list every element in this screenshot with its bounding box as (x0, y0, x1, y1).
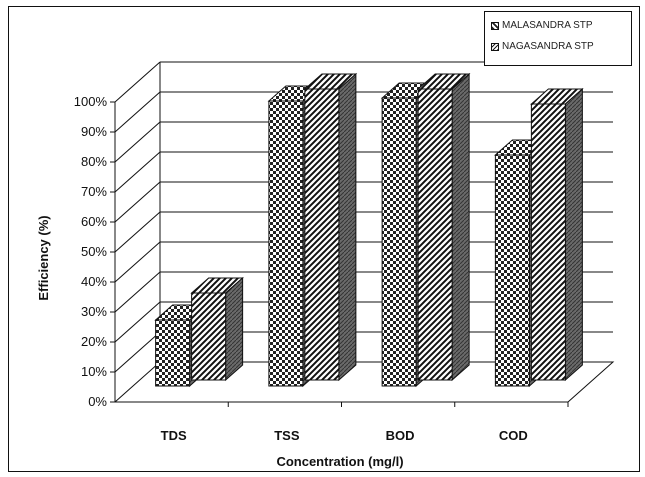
side-gridline (114, 151, 161, 193)
legend-label: MALASANDRA STP (502, 20, 593, 31)
y-tick-label: 80% (81, 154, 107, 169)
category-label: TSS (274, 428, 300, 443)
bar-front (155, 319, 191, 387)
legend-swatch-diagonal (491, 42, 499, 51)
y-tick-label: 10% (81, 364, 107, 379)
side-gridline (114, 301, 161, 343)
side-gridline (114, 331, 161, 373)
side-gridline (114, 241, 161, 283)
y-tick-label: 30% (81, 304, 107, 319)
side-gridline (114, 181, 161, 223)
bar-front (268, 100, 304, 387)
bar (303, 72, 358, 382)
side-gridline (114, 61, 161, 103)
category-label: COD (499, 428, 528, 443)
bar-front (304, 88, 340, 381)
bar-front (530, 103, 566, 381)
x-axis-title: Concentration (mg/l) (276, 454, 403, 469)
side-gridline (114, 91, 161, 133)
y-tick-label: 100% (74, 94, 108, 109)
y-tick-label: 60% (81, 214, 107, 229)
y-tick-label: 90% (81, 124, 107, 139)
bar-front (494, 154, 530, 387)
y-tick-label: 40% (81, 274, 107, 289)
bars (154, 72, 584, 388)
side-gridline (114, 211, 161, 253)
side-gridline (114, 271, 161, 313)
y-tick-label: 50% (81, 244, 107, 259)
bar-side (225, 276, 244, 382)
bar-side (338, 72, 357, 382)
y-tick-label: 20% (81, 334, 107, 349)
bar-front (381, 97, 417, 387)
legend-label: NAGASANDRA STP (502, 41, 594, 52)
legend-swatch-checker (491, 21, 499, 30)
side-gridline (114, 121, 161, 163)
bar-side (564, 87, 583, 382)
bar (530, 87, 584, 382)
axes (110, 62, 615, 407)
category-label: BOD (386, 428, 415, 443)
y-tick-label: 0% (88, 394, 107, 409)
y-axis-title: Efficiency (%) (36, 215, 51, 300)
bar (190, 276, 244, 382)
legend: MALASANDRA STP NAGASANDRA STP (484, 11, 632, 66)
bar-front (417, 88, 453, 381)
y-tick-label: 70% (81, 184, 107, 199)
labels: 0% 10% 20% 30% 40% 50% 60% 70% 80% 90% 100% TDS TSS B… (74, 94, 528, 443)
bar-side (451, 72, 470, 382)
legend-item-malasandra: MALASANDRA STP (491, 20, 593, 31)
bar-front (191, 292, 227, 381)
bar (416, 72, 471, 382)
category-label: TDS (161, 428, 187, 443)
floor-plane (113, 361, 615, 403)
legend-item-nagasandra: NAGASANDRA STP (491, 41, 594, 52)
